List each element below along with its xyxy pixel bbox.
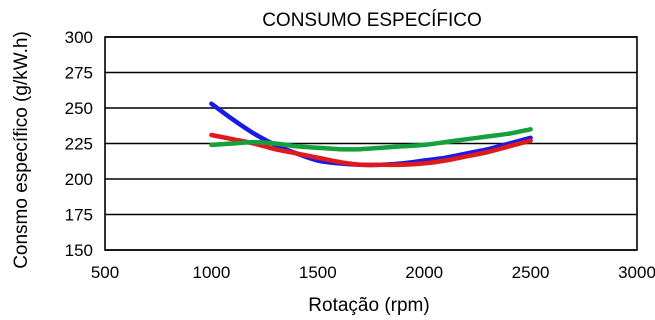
- grid-lines: [105, 36, 637, 251]
- series-line-1: [209, 101, 533, 168]
- y-tick-label: 250: [65, 99, 93, 118]
- y-axis-ticks: 150 175 200 225 250 275 300: [65, 28, 93, 260]
- y-axis-label: Consmo específico (g/kW.h): [11, 31, 32, 269]
- x-tick-label: 2000: [405, 263, 443, 282]
- y-tick-label: 200: [65, 170, 93, 189]
- y-tick-label: 175: [65, 206, 93, 225]
- x-tick-label: 1000: [192, 263, 230, 282]
- x-tick-label: 1500: [299, 263, 337, 282]
- y-tick-label: 150: [65, 241, 93, 260]
- x-tick-label: 2500: [512, 263, 550, 282]
- plot-frame: [104, 36, 638, 251]
- chart-title: CONSUMO ESPECÍFICO: [262, 10, 482, 31]
- series-line-3: [209, 127, 533, 152]
- series-line-2: [209, 132, 533, 168]
- x-tick-label: 500: [91, 263, 119, 282]
- y-tick-label: 300: [65, 28, 93, 47]
- series-lines: [209, 101, 533, 168]
- x-axis-label: Rotação (rpm): [308, 295, 429, 316]
- y-tick-label: 225: [65, 135, 93, 154]
- x-axis-ticks: 500 1000 1500 2000 2500 3000: [91, 263, 655, 282]
- y-tick-label: 275: [65, 64, 93, 83]
- x-tick-label: 3000: [618, 263, 655, 282]
